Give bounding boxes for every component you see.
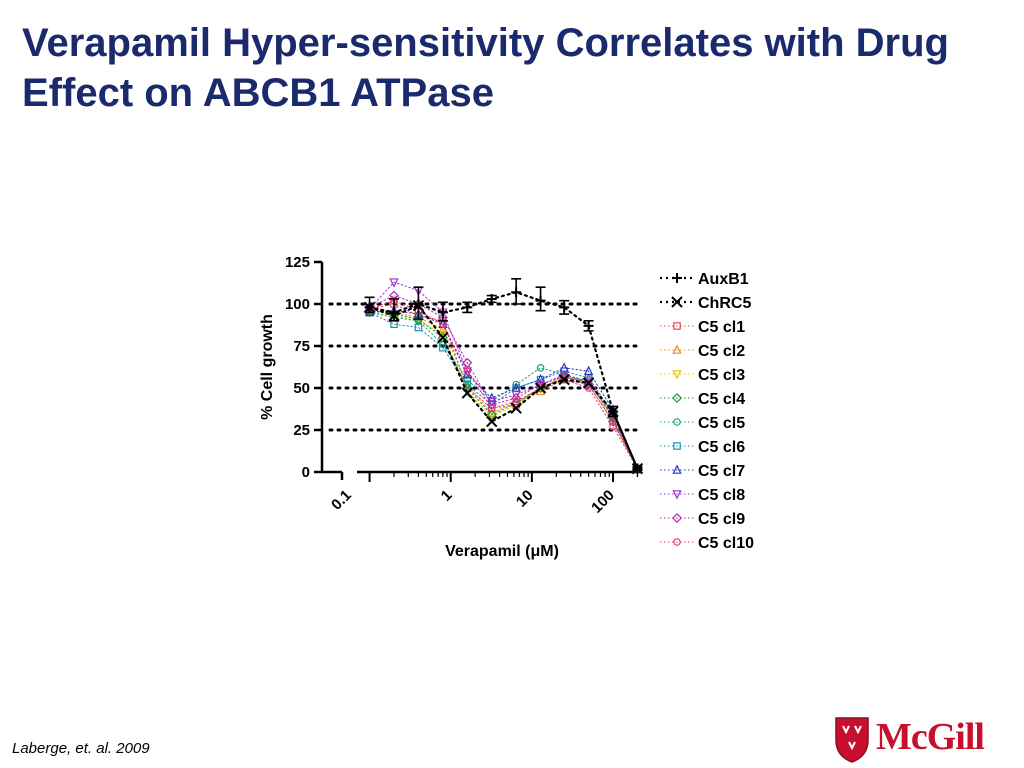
x-tick-label: 100 [588,487,618,517]
legend-marker [671,296,683,308]
citation: Laberge, et. al. 2009 [12,740,150,757]
error-bar [535,286,546,312]
legend-marker [672,464,682,474]
data-point [437,312,448,323]
x-tick-label: 0.1 [328,487,355,514]
error-bar [486,294,497,304]
error-bar [364,296,375,314]
data-point [582,377,595,389]
data-point [389,278,399,288]
legend-marker [673,322,681,330]
legend-marker [671,392,683,404]
series-line [369,310,638,470]
slide-title: Verapamil Hyper-sensitivity Correlates w… [22,21,949,115]
error-bar [462,301,473,314]
error-bar [437,301,448,322]
data-point [512,397,520,406]
y-tick-label: 75 [293,338,310,355]
y-tick-label: 25 [293,422,310,439]
legend-marker [672,370,682,380]
data-point [462,357,473,368]
data-point [535,374,546,384]
plot-area: 0 25 50 75 100 125 % Cell growth 0.1 1 10 100 Verap… [259,254,644,560]
data-point [414,323,423,332]
error-bar [608,405,619,418]
data-point [437,331,449,344]
x-axis-title: Verapamil (μM) [445,543,559,560]
error-bar [511,278,522,305]
error-bar [632,466,643,472]
y-tick-label: 100 [285,296,310,313]
legend-label: C5 cl10 [698,535,754,552]
series-line [369,303,638,470]
data-point [486,415,498,428]
legend-label: C5 cl8 [698,487,745,504]
legend-label: C5 cl1 [698,319,745,336]
legend-marker [672,344,682,354]
data-point [609,422,617,431]
error-bar [583,320,594,332]
data-point [510,402,522,414]
error-bar [388,298,399,322]
error-bar [413,286,424,320]
legend: AuxB1 ChRC5 C5 cl1 C5 cl2 C5 cl3 C5 cl4 C5 cl5… [660,271,754,552]
data-point [487,404,496,412]
legend-marker [673,442,681,450]
data-point [558,373,570,386]
legend-marker [672,273,682,283]
data-point [534,382,547,394]
series-line [369,311,638,470]
x-tick-label: 10 [513,487,537,511]
legend-marker [673,418,681,426]
y-tick-label: 125 [285,254,310,271]
x-tick-label: 1 [438,487,456,505]
legend-label: AuxB1 [698,271,749,288]
data-point [583,379,594,390]
legend-label: C5 cl3 [698,367,745,384]
legend-marker [673,538,681,546]
y-tick-label: 50 [293,380,310,397]
series-line [369,281,638,470]
legend-label: C5 cl9 [698,511,745,528]
data-point [583,365,594,375]
error-bar [559,299,570,315]
logo-text: McGill [876,716,985,758]
series-line [369,295,638,470]
legend-label: ChRC5 [698,295,751,312]
legend-label: C5 cl6 [698,439,745,456]
y-tick-label: 0 [302,464,310,481]
y-axis-title: % Cell growth [259,314,276,420]
legend-label: C5 cl7 [698,463,745,480]
data-point [439,343,447,352]
data-point [486,409,497,420]
legend-label: C5 cl2 [698,343,745,360]
legend-marker [672,490,682,500]
legend-label: C5 cl4 [698,391,745,408]
data-point [461,387,473,399]
data-point [536,364,545,372]
mcgill-logo: McGill [832,712,1012,766]
shield-icon [835,717,869,763]
legend-label: C5 cl5 [698,415,745,432]
data-point [463,367,472,376]
data-point [511,393,522,404]
legend-marker [671,512,683,524]
series-line [368,291,639,470]
